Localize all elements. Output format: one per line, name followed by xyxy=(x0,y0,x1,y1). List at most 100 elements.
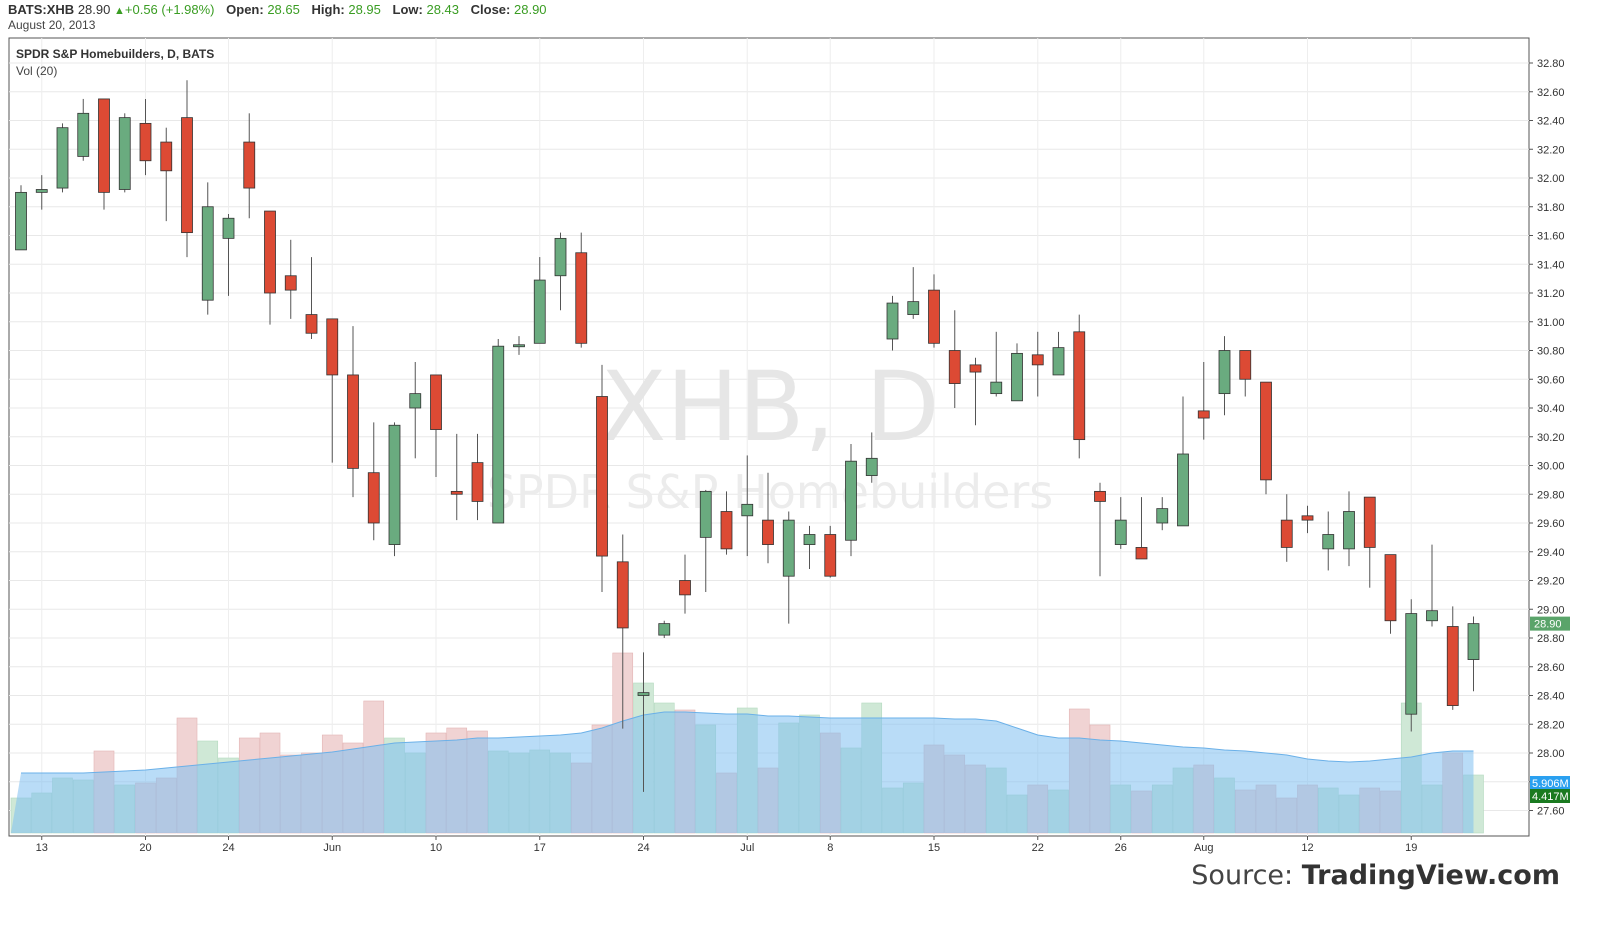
candle-body[interactable] xyxy=(741,503,754,517)
low-value: 28.43 xyxy=(426,2,460,17)
candle-body[interactable] xyxy=(782,519,795,577)
candle-body[interactable] xyxy=(492,345,505,524)
candle-body[interactable] xyxy=(658,623,671,636)
high-value: 28.95 xyxy=(348,2,381,17)
candle-body[interactable] xyxy=(1301,515,1314,521)
candle-body[interactable] xyxy=(264,210,276,294)
candle-body[interactable] xyxy=(554,237,567,277)
candle-body[interactable] xyxy=(1405,613,1418,715)
candle-body[interactable] xyxy=(845,460,857,541)
candle-body[interactable] xyxy=(1322,534,1335,550)
candle-body[interactable] xyxy=(596,396,608,557)
y-tick-label: 31.00 xyxy=(1537,317,1565,329)
candle-body[interactable] xyxy=(1218,350,1231,395)
candle-body[interactable] xyxy=(803,534,816,545)
candle-body[interactable] xyxy=(1239,350,1252,380)
close-label: Close: xyxy=(470,2,511,17)
candle-body[interactable] xyxy=(118,117,131,190)
volume-ma-line xyxy=(21,711,1474,774)
candle-body[interactable] xyxy=(1446,626,1459,706)
y-tick-label: 30.80 xyxy=(1537,346,1565,358)
y-tick-label: 27.60 xyxy=(1537,806,1565,818)
candle-body[interactable] xyxy=(886,302,899,340)
candle-body[interactable] xyxy=(969,364,982,373)
candle-body[interactable] xyxy=(347,374,359,469)
candle-body[interactable] xyxy=(1031,354,1044,366)
candle-body[interactable] xyxy=(720,511,733,550)
quote-date: August 20, 2013 xyxy=(8,18,96,32)
candle-body[interactable] xyxy=(1177,453,1189,527)
candle-body[interactable] xyxy=(762,519,774,545)
y-tick-label: 28.80 xyxy=(1537,633,1565,645)
candle-body[interactable] xyxy=(181,117,193,234)
y-tick-label: 32.60 xyxy=(1537,87,1565,99)
candle-body[interactable] xyxy=(15,191,27,251)
candle-body[interactable] xyxy=(928,289,940,344)
candle-body[interactable] xyxy=(1011,352,1023,402)
candle-body[interactable] xyxy=(222,217,235,239)
candle-body[interactable] xyxy=(326,318,339,376)
y-tick-label: 32.20 xyxy=(1537,144,1565,156)
last-price-badge xyxy=(1530,616,1570,631)
candle-body[interactable] xyxy=(1384,554,1397,622)
y-tick-label: 29.40 xyxy=(1537,547,1565,559)
high-label: High: xyxy=(311,2,345,17)
candle-body[interactable] xyxy=(77,112,90,157)
candle-body[interactable] xyxy=(1135,547,1148,560)
candle-body[interactable] xyxy=(513,344,525,348)
x-tick-label: 24 xyxy=(222,842,234,854)
candle-body[interactable] xyxy=(471,462,484,502)
candle-body[interactable] xyxy=(699,490,712,538)
y-tick-label: 28.60 xyxy=(1537,662,1565,674)
candle-body[interactable] xyxy=(1467,623,1480,660)
y-tick-label: 32.00 xyxy=(1537,173,1565,185)
candle-body[interactable] xyxy=(679,580,691,596)
candle-body[interactable] xyxy=(243,141,256,189)
price-change: +0.56 (+1.98%) xyxy=(124,2,215,17)
candle-body[interactable] xyxy=(388,424,401,545)
candle-body[interactable] xyxy=(575,252,588,344)
candle-body[interactable] xyxy=(35,189,48,193)
legend-title: SPDR S&P Homebuilders, D, BATS xyxy=(16,47,214,61)
y-tick-label: 30.00 xyxy=(1537,461,1565,473)
candle-body[interactable] xyxy=(1426,610,1438,622)
candle-body[interactable] xyxy=(367,472,380,524)
candle-body[interactable] xyxy=(990,381,1003,395)
candle-body[interactable] xyxy=(201,206,214,301)
symbol-ticker[interactable]: BATS:XHB xyxy=(8,2,75,17)
candle-body[interactable] xyxy=(284,275,297,291)
last-price-badge-label: 28.90 xyxy=(1534,619,1562,631)
candle-body[interactable] xyxy=(450,490,463,495)
candle-body[interactable] xyxy=(98,98,110,193)
source-brand: TradingView.com xyxy=(1301,860,1560,891)
candle-body[interactable] xyxy=(1114,519,1127,545)
volume-last-badge xyxy=(1530,789,1570,803)
volume-ma-area xyxy=(11,712,1474,833)
candle-body[interactable] xyxy=(409,393,422,409)
y-tick-label: 29.00 xyxy=(1537,604,1565,616)
candle-body[interactable] xyxy=(1073,331,1086,441)
candle-body[interactable] xyxy=(56,127,69,189)
candle-body[interactable] xyxy=(1094,490,1106,502)
candle-body[interactable] xyxy=(1052,347,1065,376)
candle-body[interactable] xyxy=(637,692,650,696)
candle-body[interactable] xyxy=(1343,511,1355,550)
candle-body[interactable] xyxy=(533,279,546,344)
last-price: 28.90 xyxy=(77,2,111,17)
candle-body[interactable] xyxy=(139,122,152,162)
candle-body[interactable] xyxy=(948,350,961,384)
candle-body[interactable] xyxy=(865,457,878,476)
candle-body[interactable] xyxy=(430,374,442,430)
candle-body[interactable] xyxy=(1363,496,1376,548)
candle-body[interactable] xyxy=(160,141,173,172)
candle-body[interactable] xyxy=(616,561,629,629)
watermark-symbol: XHB, D xyxy=(601,351,940,463)
candle-body[interactable] xyxy=(1156,508,1169,524)
candle-body[interactable] xyxy=(907,301,920,315)
candle-body[interactable] xyxy=(824,534,837,577)
candle-body[interactable] xyxy=(1260,381,1272,481)
candle-body[interactable] xyxy=(1197,410,1210,419)
candle-body[interactable] xyxy=(1280,519,1293,548)
candle-body[interactable] xyxy=(305,314,318,334)
